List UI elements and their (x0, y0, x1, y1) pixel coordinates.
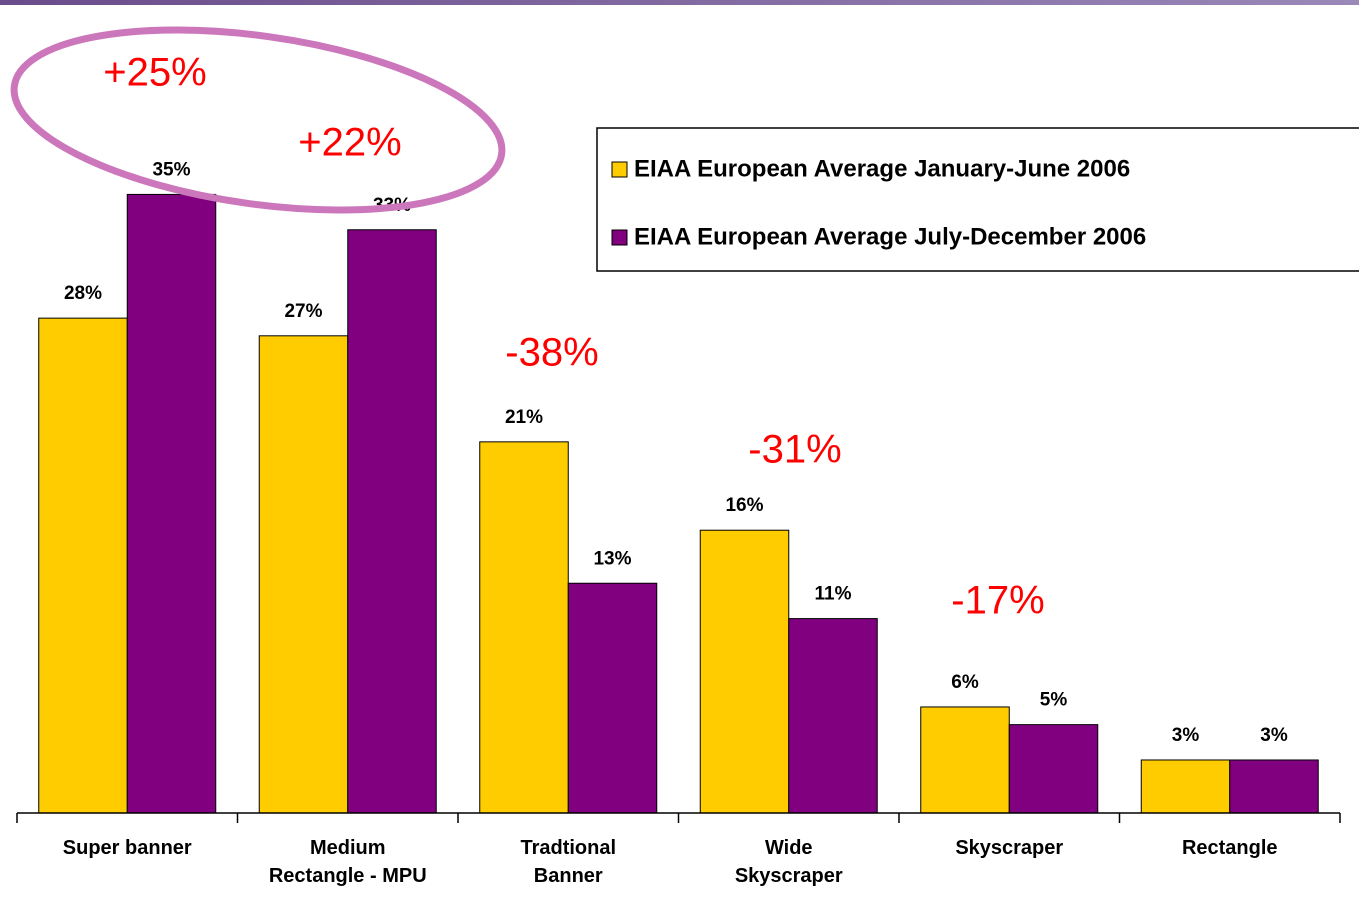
change-annotation: +22% (298, 121, 401, 165)
value-label: 21% (505, 407, 543, 428)
legend-label: EIAA European Average July-December 2006 (634, 223, 1146, 250)
bar (347, 229, 437, 814)
bar (699, 529, 790, 814)
change-annotation: -31% (748, 428, 841, 472)
bar (126, 193, 217, 814)
value-label: 13% (593, 548, 631, 569)
change-annotation: +25% (103, 51, 206, 95)
change-annotation: -17% (951, 579, 1044, 623)
legend-swatch (611, 229, 628, 246)
x-tick-label: Tradtional Banner (520, 837, 617, 887)
highlight-ellipse (10, 26, 506, 214)
value-label: 3% (1260, 725, 1288, 746)
legend-box (596, 127, 1359, 272)
x-tick-label: Medium Rectangle - MPU (268, 837, 427, 887)
bar (1008, 724, 1099, 814)
x-tick-label: Skyscraper (955, 837, 1064, 859)
value-label: 3% (1172, 725, 1200, 746)
change-annotation: -38% (505, 331, 598, 375)
bar (1229, 759, 1319, 814)
x-tick-label: Wide Skyscraper (734, 837, 843, 887)
value-label: 35% (152, 159, 190, 180)
bar (567, 582, 658, 814)
bar (920, 706, 1010, 814)
bar (479, 441, 569, 814)
value-label: 16% (725, 495, 763, 516)
bar (1140, 759, 1231, 814)
value-label: 5% (1040, 690, 1068, 711)
value-label: 27% (284, 301, 322, 322)
top-band (0, 0, 1359, 5)
legend-label: EIAA European Average January-June 2006 (634, 155, 1130, 182)
x-tick-label: Rectangle (1181, 837, 1278, 859)
bar (788, 618, 878, 814)
legend-swatch (611, 161, 628, 178)
value-label: 11% (815, 584, 852, 605)
x-tick-label: Super banner (62, 837, 192, 859)
bar (258, 335, 349, 814)
value-label: 28% (64, 283, 102, 304)
value-label: 6% (951, 672, 979, 693)
bar (38, 317, 128, 814)
